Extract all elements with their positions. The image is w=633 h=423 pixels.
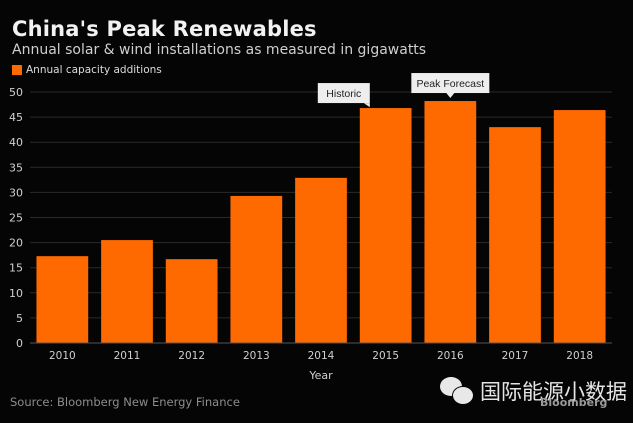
bar [36,256,89,343]
y-tick-label: 20 [9,237,23,250]
y-tick-label: 15 [9,262,23,275]
bar [553,110,606,344]
y-tick-label: 45 [9,111,23,124]
bloomberg-logo: Bloomberg [540,396,608,409]
annotation-box [411,73,490,94]
annotation-label: Historic [326,88,361,100]
bar [101,240,153,343]
x-tick-label: 2012 [178,350,205,362]
bar [489,127,541,343]
chart-title: China's Peak Renewables [12,17,317,41]
watermark-text: 国际能源小数据 [480,380,627,404]
x-tick-label: 2010 [49,350,76,362]
annotation-label: Peak Forecast [416,78,484,90]
bar [230,195,283,343]
y-tick-label: 50 [9,86,23,99]
x-tick-label: 2017 [502,350,529,362]
watermark: 国际能源小数据 [440,376,627,406]
annotation-box [317,83,370,104]
y-tick-label: 30 [9,186,23,199]
x-tick-label: 2015 [372,350,399,362]
annotation-pointer [363,103,370,108]
y-tick-label: 35 [9,161,23,174]
legend-swatch [12,65,22,75]
y-tick-label: 5 [16,312,23,325]
x-tick-label: 2018 [566,350,593,362]
x-tick-label: 2013 [243,350,270,362]
source-note: Source: Bloomberg New Energy Finance [10,395,240,409]
wechat-icon [440,377,474,405]
bar [424,101,477,343]
bar [165,259,218,343]
x-tick-label: 2014 [308,350,335,362]
legend-label: Annual capacity additions [26,64,162,76]
y-tick-label: 25 [9,212,23,225]
x-tick-label: 2011 [114,350,141,362]
legend: Annual capacity additions [12,64,162,76]
annotation-pointer [446,93,455,99]
bar [295,177,347,343]
x-tick-label: 2016 [437,350,464,362]
y-tick-label: 0 [16,337,23,350]
chart-subtitle: Annual solar & wind installations as mea… [12,42,427,58]
y-tick-label: 10 [9,287,23,300]
bar [359,108,412,344]
y-tick-label: 40 [9,136,23,149]
x-axis-label: Year [308,369,333,382]
